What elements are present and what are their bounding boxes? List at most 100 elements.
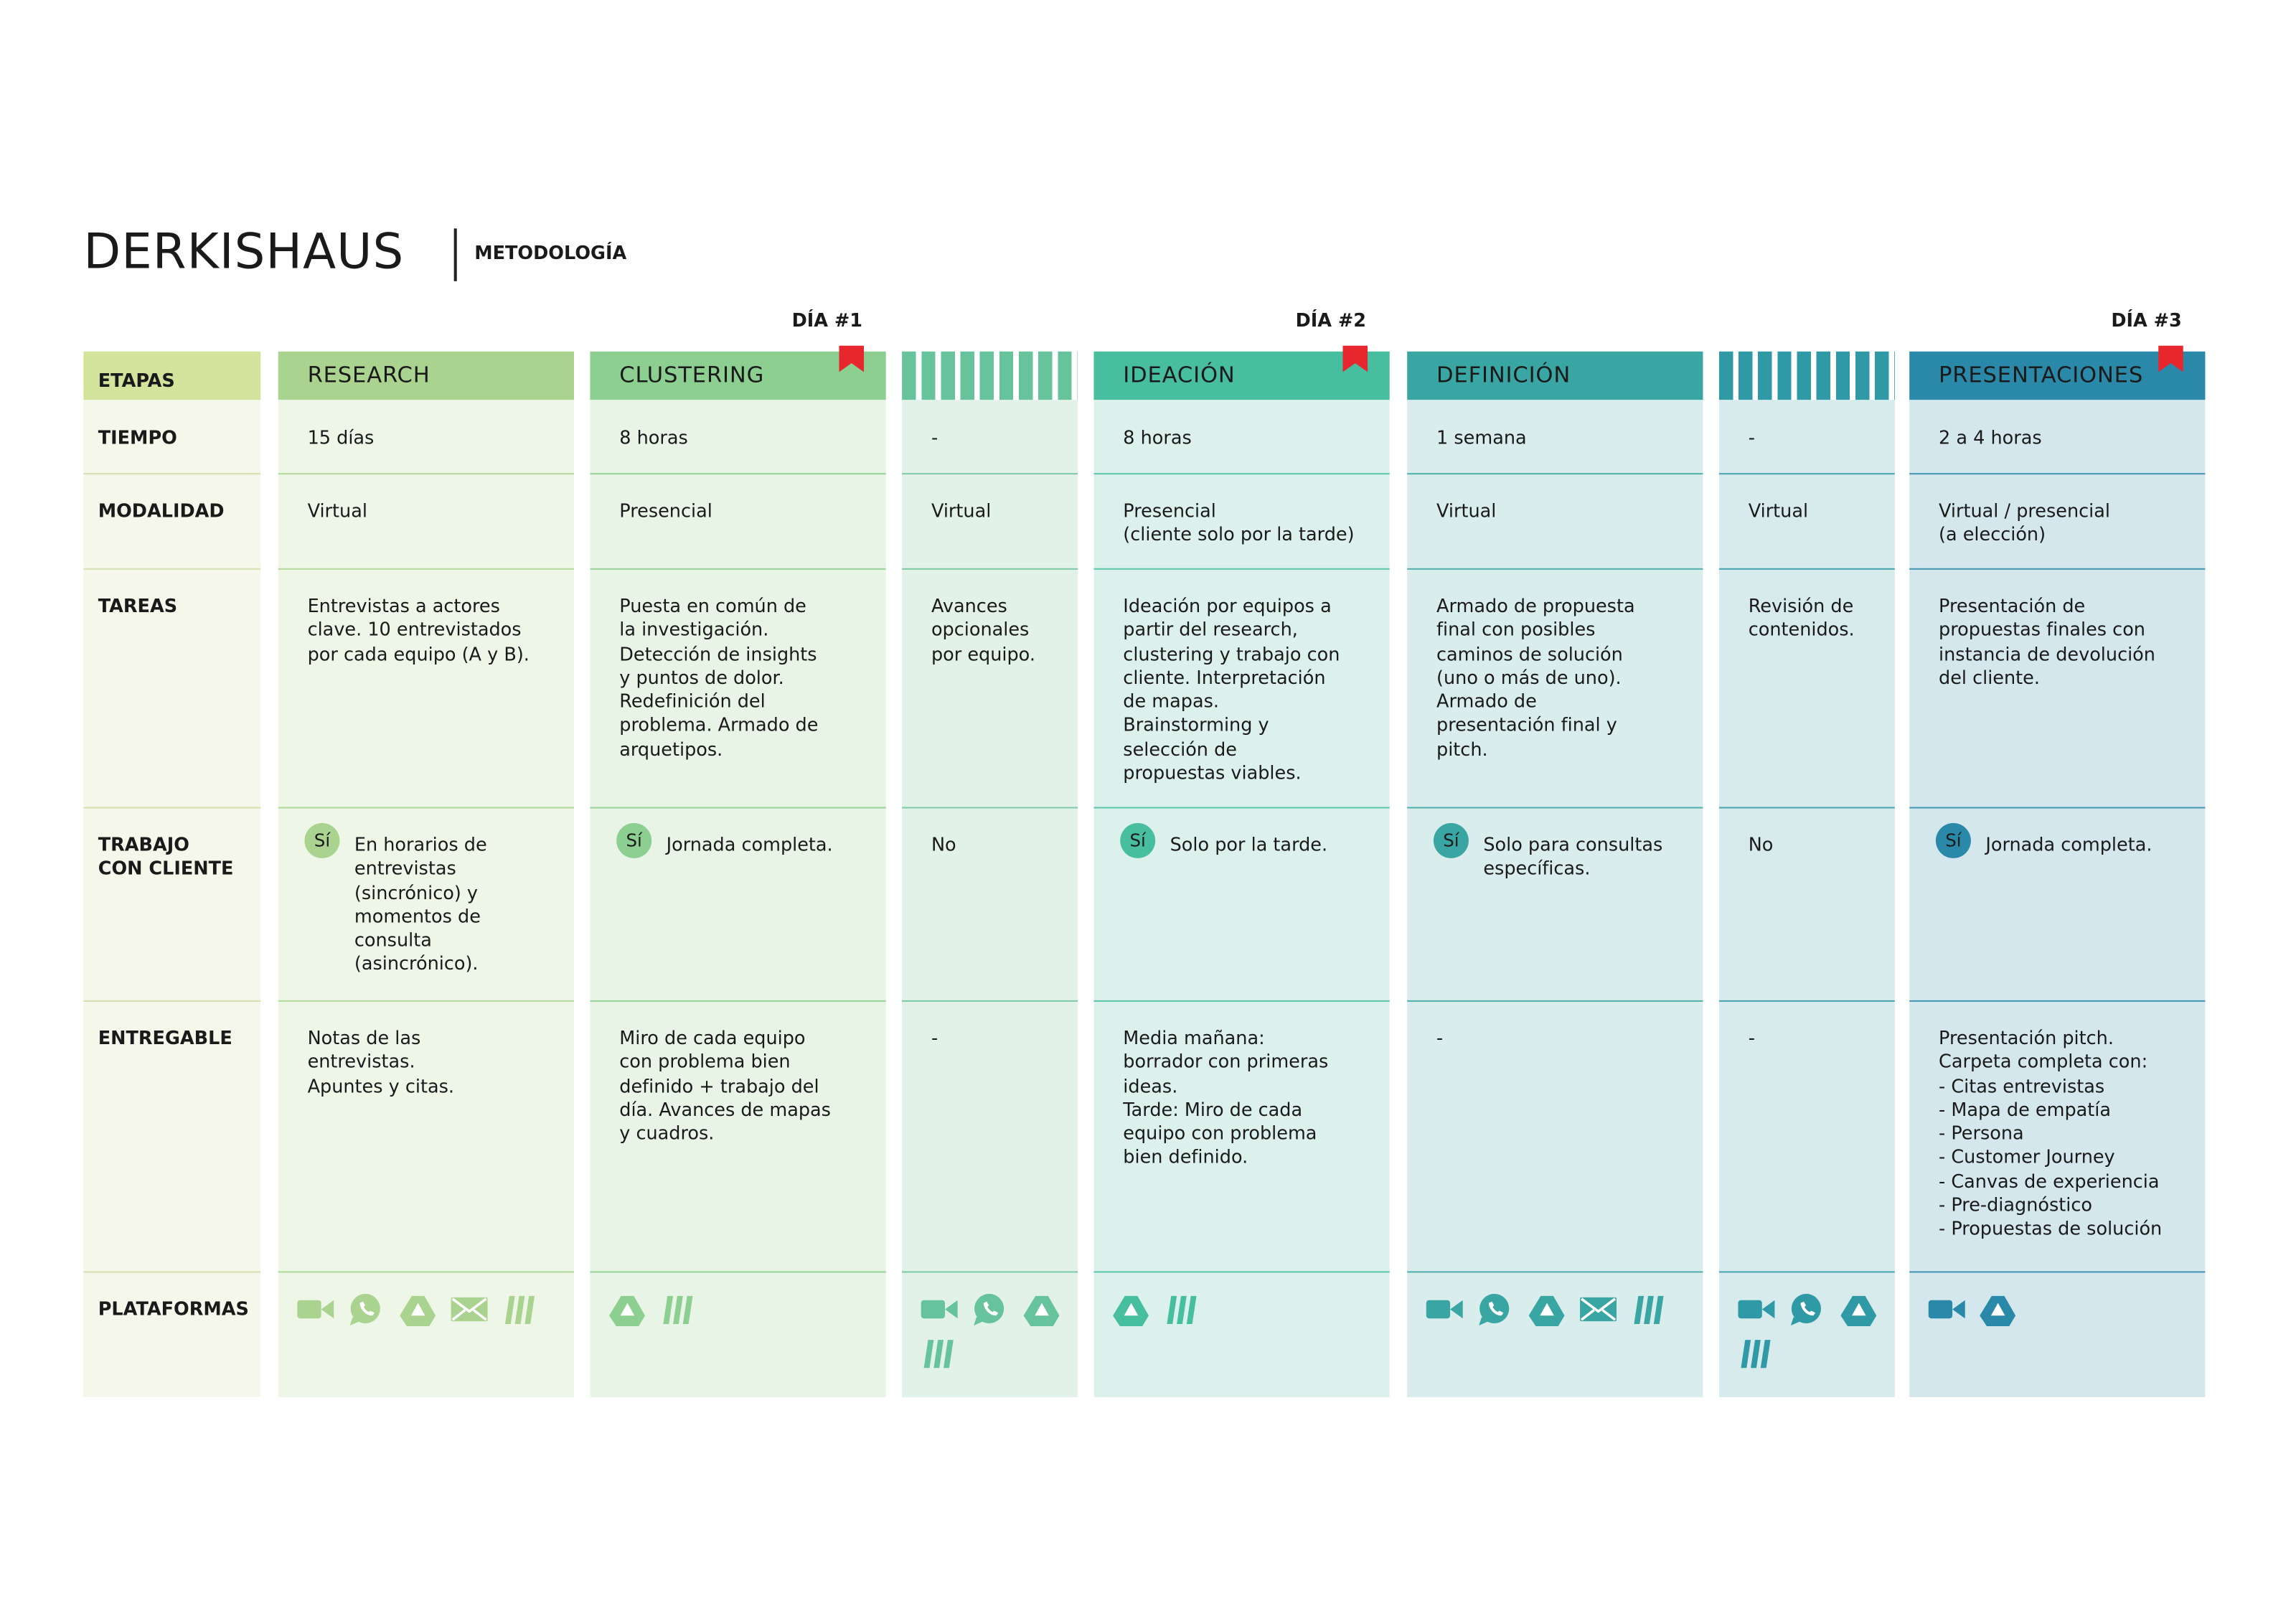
cell-text: Virtual — [1748, 499, 1809, 522]
cell-text: - — [931, 1026, 938, 1049]
platform-icon-drive — [1113, 1295, 1149, 1326]
row-divider — [590, 473, 886, 475]
cell-text: Jornada completa. — [666, 833, 833, 855]
cell-text: Virtual — [1436, 499, 1497, 522]
cell-text: Virtual / presencial (a elección) — [1939, 499, 2111, 545]
label-column-body — [83, 400, 261, 1397]
row-label: ETAPAS — [98, 369, 175, 391]
day-label: DÍA #1 — [791, 309, 863, 332]
row-divider — [1093, 568, 1390, 570]
day-label: DÍA #2 — [1295, 309, 1367, 332]
row-divider — [278, 1000, 574, 1002]
cell-text: Armado de propuesta final con posibles c… — [1436, 594, 1635, 760]
cell-text: Presencial — [619, 499, 712, 522]
column-header: CLUSTERING — [590, 351, 886, 400]
platform-icon-mail — [451, 1297, 488, 1322]
row-divider — [1407, 807, 1703, 809]
yes-badge: Sí — [1120, 822, 1156, 858]
cell-text: Puesta en común de la investigación. Det… — [619, 594, 819, 760]
column-body — [278, 400, 574, 1397]
day-flag — [2158, 345, 2183, 372]
platform-icon-drive — [1528, 1295, 1565, 1326]
platform-icons — [920, 1292, 1066, 1371]
platform-icon-miro — [1741, 1340, 1771, 1369]
platform-icon-drive — [1980, 1295, 2016, 1326]
platform-icon-drive — [609, 1295, 645, 1326]
row-label: TIEMPO — [98, 426, 177, 449]
row-divider — [1909, 1000, 2206, 1002]
row-divider — [1407, 1271, 1703, 1273]
platform-icon-cam — [1426, 1300, 1463, 1319]
yes-badge: Sí — [616, 822, 652, 858]
platform-icon-wa — [974, 1293, 1004, 1326]
platform-icon-wa — [1479, 1293, 1510, 1326]
row-divider — [1909, 807, 2206, 809]
row-divider — [278, 473, 574, 475]
cell-text: Solo por la tarde. — [1170, 833, 1328, 855]
row-label: MODALIDAD — [98, 499, 225, 522]
row-divider — [902, 473, 1078, 475]
row-divider — [83, 1000, 261, 1002]
cell-text: 1 semana — [1436, 426, 1527, 449]
row-divider — [83, 473, 261, 475]
column-header: PRESENTACIONES — [1909, 351, 2206, 400]
yes-badge: Sí — [304, 822, 340, 858]
row-divider — [902, 1000, 1078, 1002]
platform-icon-miro — [1167, 1295, 1197, 1325]
row-divider — [83, 807, 261, 809]
cell-text: Notas de las entrevistas. Apuntes y cita… — [307, 1026, 454, 1097]
subtitle: METODOLOGÍA — [474, 241, 627, 264]
platform-icon-wa — [349, 1293, 380, 1326]
cell-text: Presentación de propuestas finales con i… — [1939, 594, 2155, 688]
row-divider — [1093, 1271, 1390, 1273]
row-divider — [902, 1271, 1078, 1273]
cell-text: Jornada completa. — [1985, 833, 2152, 855]
platform-icon-miro — [663, 1295, 693, 1325]
cell-text: - — [931, 426, 938, 449]
platform-icon-drive — [400, 1295, 436, 1326]
cell-text: Revisión de contenidos. — [1748, 594, 1855, 641]
row-divider — [1909, 473, 2206, 475]
row-divider — [1909, 1271, 2206, 1273]
platform-icons — [1425, 1292, 1691, 1327]
cell-text: Entrevistas a actores clave. 10 entrevis… — [307, 594, 530, 665]
cell-text: Virtual — [307, 499, 367, 522]
platform-icon-cam — [297, 1300, 334, 1319]
platform-icon-cam — [1738, 1300, 1775, 1319]
row-divider — [83, 568, 261, 570]
cell-text: Miro de cada equipo con problema bien de… — [619, 1026, 831, 1145]
row-divider — [902, 568, 1078, 570]
cell-text: Ideación por equipos a partir del resear… — [1123, 594, 1340, 784]
yes-badge: Sí — [1433, 822, 1469, 858]
column-body — [1093, 400, 1390, 1397]
platform-icon-cam — [921, 1300, 958, 1319]
row-divider — [1093, 473, 1390, 475]
row-label: TAREAS — [98, 594, 178, 617]
row-divider — [1093, 807, 1390, 809]
cell-text: Presentación pitch. Carpeta completa con… — [1939, 1026, 2163, 1240]
platform-icon-miro — [504, 1295, 535, 1325]
column-header: DEFINICIÓN — [1407, 351, 1703, 400]
row-divider — [902, 807, 1078, 809]
platform-icon-mail — [1580, 1297, 1617, 1322]
row-divider — [590, 807, 886, 809]
row-divider — [1718, 473, 1895, 475]
row-label: TRABAJO CON CLIENTE — [98, 833, 234, 880]
platform-icon-miro — [923, 1340, 954, 1369]
yes-badge: Sí — [1935, 822, 1971, 858]
cell-text: No — [1748, 833, 1774, 855]
cell-text: Presencial (cliente solo por la tarde) — [1123, 499, 1355, 545]
row-divider — [1718, 807, 1895, 809]
platform-icons — [1927, 1292, 2193, 1327]
row-divider — [1718, 1271, 1895, 1273]
cell-text: 2 a 4 horas — [1939, 426, 2042, 449]
label-column-header — [83, 351, 261, 400]
cell-text: 8 horas — [619, 426, 688, 449]
row-divider — [278, 568, 574, 570]
platform-icon-drive — [1840, 1295, 1877, 1326]
column-header: IDEACIÓN — [1093, 351, 1390, 400]
row-divider — [1093, 1000, 1390, 1002]
cell-text: Media mañana: borrador con primeras idea… — [1123, 1026, 1329, 1168]
